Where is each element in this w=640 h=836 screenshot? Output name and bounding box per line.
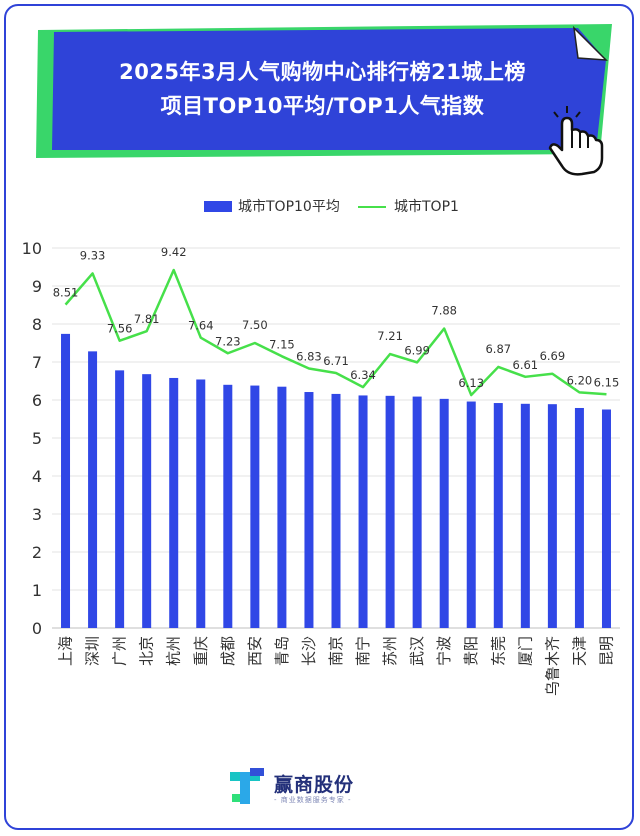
bar — [142, 374, 152, 628]
legend-bar-swatch — [204, 201, 232, 212]
bar — [223, 384, 233, 628]
x-tick-label: 苏州 — [381, 636, 399, 666]
legend-bar-label: 城市TOP10平均 — [238, 199, 340, 215]
y-tick-label: 10 — [22, 239, 42, 258]
page-border — [4, 4, 634, 830]
bar — [385, 395, 395, 628]
x-tick-label: 杭州 — [165, 636, 183, 666]
data-label: 7.23 — [215, 334, 241, 348]
bar — [277, 386, 287, 628]
x-tick-label: 上海 — [57, 636, 75, 666]
y-tick-label: 0 — [32, 619, 42, 638]
bar — [331, 393, 341, 628]
y-tick-label: 4 — [32, 467, 42, 486]
y-tick-label: 2 — [32, 543, 42, 562]
chart-legend: 城市TOP10平均 城市TOP1 — [0, 196, 640, 220]
x-tick-label: 北京 — [138, 636, 156, 666]
y-tick-label: 1 — [32, 581, 42, 600]
y-tick-label: 3 — [32, 505, 42, 524]
bar — [304, 392, 314, 628]
data-label: 6.13 — [458, 376, 484, 390]
data-label: 7.56 — [107, 322, 133, 336]
data-label: 9.33 — [80, 248, 106, 262]
y-tick-label: 5 — [32, 429, 42, 448]
data-label: 6.69 — [540, 349, 566, 363]
y-tick-label: 7 — [32, 353, 42, 372]
x-tick-label: 武汉 — [408, 636, 426, 666]
bar — [493, 403, 503, 628]
data-label: 6.99 — [404, 343, 430, 357]
series-line — [64, 268, 607, 397]
data-label: 6.61 — [513, 358, 539, 372]
x-tick-label: 天津 — [570, 636, 588, 666]
data-label: 6.15 — [594, 375, 620, 389]
logo-name: 赢商股份 — [274, 774, 355, 796]
bar — [115, 370, 125, 628]
hand-pointer-icon — [548, 106, 604, 176]
title-line-2: 项目TOP10平均/TOP1人气指数 — [160, 94, 485, 118]
x-tick-label: 青岛 — [273, 636, 291, 666]
data-label: 6.87 — [485, 342, 511, 356]
banner-fold — [572, 25, 608, 61]
title-line-1: 2025年3月人气购物中心排行榜21城上榜 — [119, 60, 526, 84]
bar — [358, 395, 368, 628]
bar — [466, 401, 476, 628]
banner-body — [52, 28, 606, 150]
x-tick-label: 乌鲁木齐 — [543, 636, 561, 696]
bar — [601, 409, 611, 628]
data-label: 7.21 — [377, 329, 403, 343]
x-tick-label: 长沙 — [300, 636, 318, 666]
data-label: 6.20 — [567, 373, 593, 387]
bar — [412, 396, 422, 628]
legend-line-swatch — [358, 206, 386, 208]
x-tick-label: 宁波 — [435, 636, 453, 666]
data-label: 7.15 — [269, 337, 295, 351]
x-tick-label: 广州 — [111, 636, 129, 666]
data-label: 7.50 — [242, 318, 268, 332]
bar — [547, 404, 557, 628]
x-tick-label: 西安 — [246, 636, 264, 666]
bar — [169, 377, 179, 628]
bar — [250, 385, 260, 628]
data-label: 6.34 — [350, 368, 376, 382]
x-tick-label: 东莞 — [489, 636, 507, 666]
bar — [196, 379, 206, 628]
y-tick-label: 8 — [32, 315, 42, 334]
bar — [88, 351, 98, 628]
x-tick-label: 南京 — [327, 636, 345, 666]
logo-tagline: - 商业数据服务专家 - — [274, 796, 352, 804]
title-banner — [36, 24, 612, 176]
legend-line-label: 城市TOP1 — [394, 199, 459, 215]
data-label: 7.81 — [134, 312, 160, 326]
x-tick-label: 昆明 — [597, 636, 615, 666]
x-tick-label: 重庆 — [192, 636, 210, 666]
bar — [61, 333, 71, 628]
x-tick-label: 贵阳 — [462, 636, 480, 666]
y-tick-label: 9 — [32, 277, 42, 296]
data-label: 7.88 — [431, 304, 457, 318]
data-label: 7.64 — [188, 319, 214, 333]
bar — [574, 407, 584, 628]
data-label: 6.83 — [296, 349, 322, 363]
x-tick-label: 南宁 — [354, 636, 372, 666]
bar — [439, 398, 449, 628]
x-tick-label: 厦门 — [516, 636, 534, 666]
x-tick-label: 成都 — [219, 636, 237, 666]
company-logo: 赢商股份 - 商业数据服务专家 - — [228, 766, 428, 808]
chart-title: 2025年3月人气购物中心排行榜21城上榜 项目TOP10平均/TOP1人气指数 — [60, 55, 585, 123]
bar — [520, 403, 530, 628]
data-label: 8.51 — [53, 286, 79, 300]
y-tick-label: 6 — [32, 391, 42, 410]
data-label: 6.71 — [323, 354, 349, 368]
logo-icon — [230, 768, 264, 804]
x-tick-label: 深圳 — [84, 636, 102, 666]
data-label: 9.42 — [161, 245, 187, 259]
